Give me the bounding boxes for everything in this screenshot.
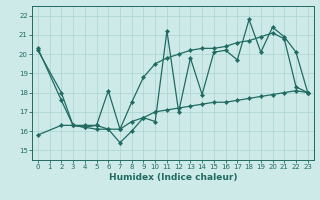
X-axis label: Humidex (Indice chaleur): Humidex (Indice chaleur): [108, 173, 237, 182]
